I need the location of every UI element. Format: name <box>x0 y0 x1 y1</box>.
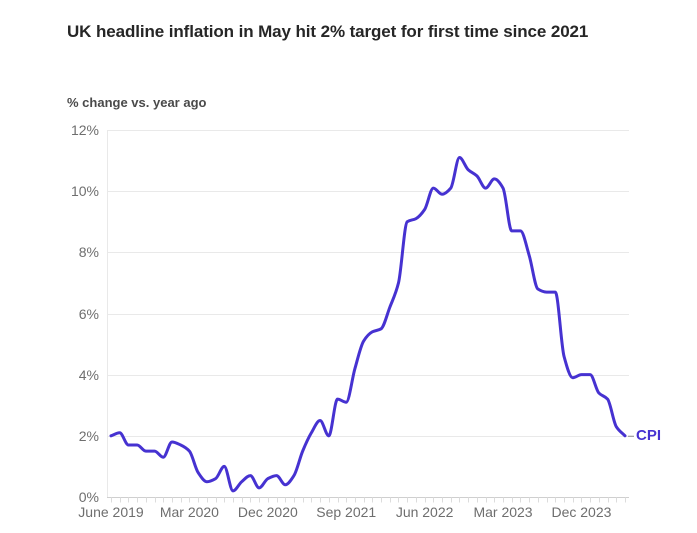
y-axis-tick-label: 6% <box>78 305 99 322</box>
x-axis-tick-label: Mar 2023 <box>473 504 533 520</box>
y-axis-tick-label: 2% <box>78 427 99 444</box>
y-axis-tick-label: 10% <box>70 183 99 200</box>
x-axis-tick-label: June 2019 <box>78 504 144 520</box>
cpi-line <box>109 156 627 493</box>
x-axis-tick-label: Dec 2023 <box>551 504 612 520</box>
y-axis-tick-label: 0% <box>78 489 99 505</box>
y-axis-unit-label: % change vs. year ago <box>67 95 207 110</box>
x-axis-tick-label: Dec 2020 <box>237 504 298 520</box>
x-axis-tick-label: Sep 2021 <box>316 504 377 520</box>
chart-title: UK headline inflation in May hit 2% targ… <box>67 22 589 41</box>
y-axis-tick-label: 8% <box>78 244 99 261</box>
series-label-cpi: CPI <box>636 426 662 444</box>
x-axis-tick-label: Mar 2020 <box>159 504 219 520</box>
y-axis-tick-label: 4% <box>78 366 99 383</box>
y-axis-tick-label: 12% <box>70 122 99 138</box>
x-axis-tick-label: Jun 2022 <box>395 504 454 520</box>
